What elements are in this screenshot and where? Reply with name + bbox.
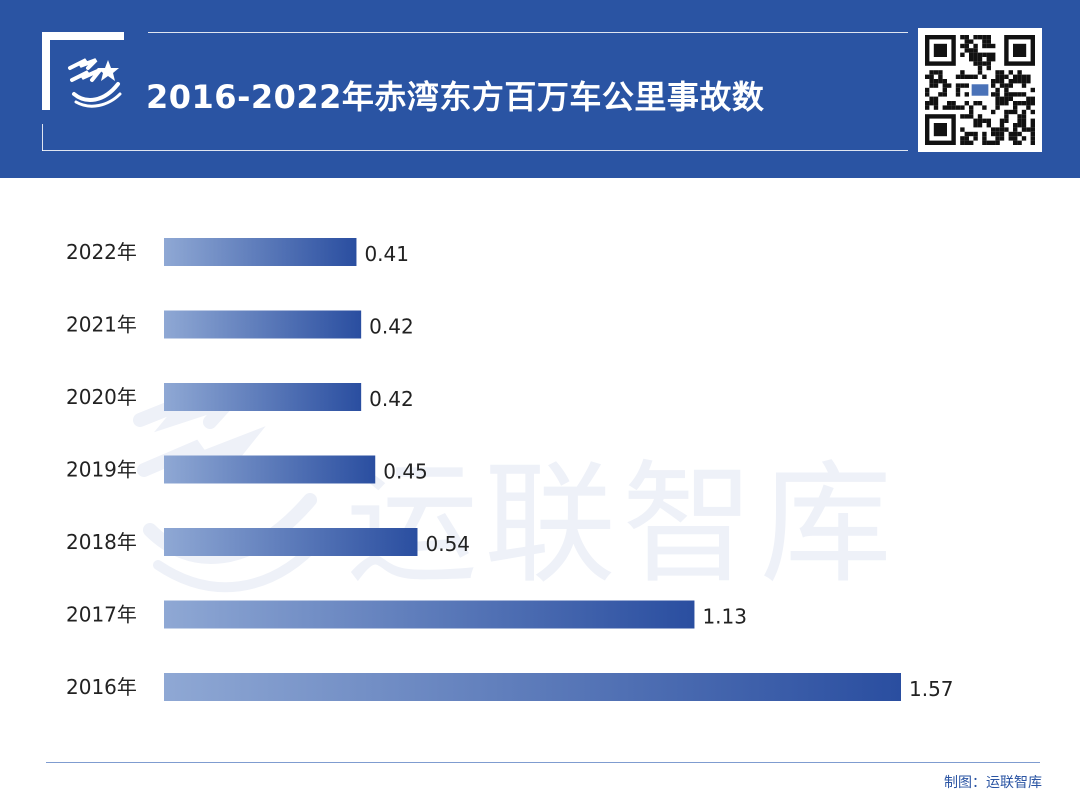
chart-credit: 制图：运联智库 xyxy=(944,775,1042,791)
frame-bottom-line xyxy=(42,150,908,151)
category-label: 2022年 xyxy=(66,240,137,264)
value-label: 0.45 xyxy=(383,460,428,484)
value-label: 0.54 xyxy=(425,532,470,556)
bar xyxy=(164,528,418,556)
qr-code-icon xyxy=(925,35,1035,145)
bar xyxy=(164,455,376,484)
bar xyxy=(164,383,362,411)
category-label: 2020年 xyxy=(66,385,137,409)
header-banner: 2016-2022年赤湾东方百万车公里事故数 xyxy=(0,0,1080,178)
brand-logo-icon xyxy=(68,58,122,108)
category-label: 2017年 xyxy=(66,603,137,627)
frame-corner-horizontal xyxy=(42,32,124,40)
bar xyxy=(164,673,901,701)
frame-corner-vertical xyxy=(42,32,50,110)
page-title: 2016-2022年赤湾东方百万车公里事故数 xyxy=(146,78,765,116)
bar xyxy=(164,310,362,339)
footer-divider xyxy=(46,762,1040,763)
qr-code xyxy=(918,28,1042,152)
watermark-text: 运联智库 xyxy=(346,448,898,602)
category-label: 2019年 xyxy=(66,458,137,482)
category-label: 2021年 xyxy=(66,313,137,337)
value-label: 1.57 xyxy=(909,677,954,701)
frame-top-line xyxy=(148,32,908,33)
value-label: 1.13 xyxy=(702,605,747,629)
category-label: 2016年 xyxy=(66,675,137,699)
value-label: 0.41 xyxy=(364,242,409,266)
value-label: 0.42 xyxy=(369,387,414,411)
frame-tick xyxy=(42,124,43,151)
bar xyxy=(164,238,357,266)
bar xyxy=(164,600,695,629)
category-label: 2018年 xyxy=(66,530,137,554)
value-label: 0.42 xyxy=(369,315,414,339)
bar-chart: 2022年 0.41 2021年 0.42 2020年 0.42 2019年 0.45 2018… xyxy=(66,238,954,701)
